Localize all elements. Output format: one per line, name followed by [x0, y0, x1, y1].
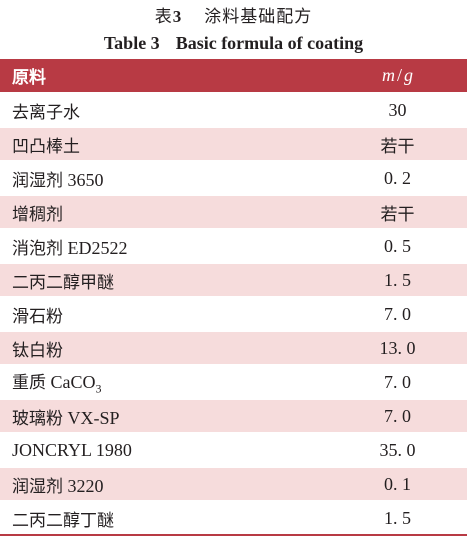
table-row: 二丙二醇甲醚 1. 5: [0, 264, 467, 298]
row-material: 重质 CaCO3: [12, 371, 102, 396]
row-material: 消泡剂 ED2522: [12, 237, 128, 259]
caption-cn-title: 涂料基础配方: [204, 7, 313, 27]
table-row: 增稠剂 若干: [0, 196, 467, 230]
row-mass: 1. 5: [384, 507, 411, 528]
table-row: 凹凸棒土 若干: [0, 128, 467, 162]
row-mass: 35. 0: [379, 439, 416, 460]
table-row: 润湿剂 3650 0. 2: [0, 162, 467, 196]
row-mass: 7. 0: [384, 303, 411, 324]
row-material: 凹凸棒土: [12, 136, 80, 157]
row-material: 去离子水: [12, 102, 80, 123]
row-material: 玻璃粉 VX-SP: [12, 407, 120, 429]
table-row: 钛白粉 13. 0: [0, 332, 467, 366]
formula-table: 原料 m / g 去离子水 30 凹凸棒土 若干 润湿剂 3650 0. 2 增稠剂…: [0, 59, 467, 536]
row-material: 润湿剂 3220: [12, 475, 104, 497]
row-mass: 若干: [380, 136, 415, 157]
row-mass: 0. 2: [384, 167, 411, 188]
table-caption-english: Table 3 Basic formula of coating: [0, 32, 467, 54]
row-mass: 若干: [380, 204, 415, 225]
header-mass-unit: m / g: [381, 65, 413, 85]
caption-en-title: Basic formula of coating: [175, 33, 364, 53]
table-row: 重质 CaCO3 7. 0: [0, 366, 467, 400]
header-material: 原料: [12, 68, 46, 88]
row-mass: 0. 5: [384, 235, 411, 256]
table-row: 滑石粉 7. 0: [0, 298, 467, 332]
row-mass: 7. 0: [384, 405, 411, 426]
row-mass: 7. 0: [384, 371, 411, 392]
row-mass: 1. 5: [384, 269, 411, 290]
row-material: 二丙二醇甲醚: [12, 272, 114, 293]
row-material: JONCRYL 1980: [12, 439, 132, 460]
row-material: 钛白粉: [12, 340, 63, 361]
row-material: 润湿剂 3650: [12, 169, 104, 191]
row-material: 滑石粉: [12, 306, 63, 327]
caption-cn-label: 表: [154, 7, 173, 27]
table-row: 去离子水 30: [0, 94, 467, 128]
row-mass: 0. 1: [384, 473, 411, 494]
caption-cn-number: 3: [172, 7, 183, 26]
table-header-row: 原料 m / g: [0, 59, 467, 94]
row-mass: 13. 0: [379, 337, 416, 358]
table-row: 润湿剂 3220 0. 1: [0, 468, 467, 502]
caption-en-label: Table 3: [103, 33, 160, 53]
table-row: 消泡剂 ED2522 0. 5: [0, 230, 467, 264]
table-caption-chinese: 表3 涂料基础配方: [0, 6, 467, 28]
table-row: 玻璃粉 VX-SP 7. 0: [0, 400, 467, 434]
row-mass: 30: [388, 99, 407, 120]
table-row: 二丙二醇丁醚 1. 5: [0, 502, 467, 536]
row-material: 二丙二醇丁醚: [12, 510, 114, 531]
table-row: JONCRYL 1980 35. 0: [0, 434, 467, 468]
row-material: 增稠剂: [12, 204, 63, 225]
